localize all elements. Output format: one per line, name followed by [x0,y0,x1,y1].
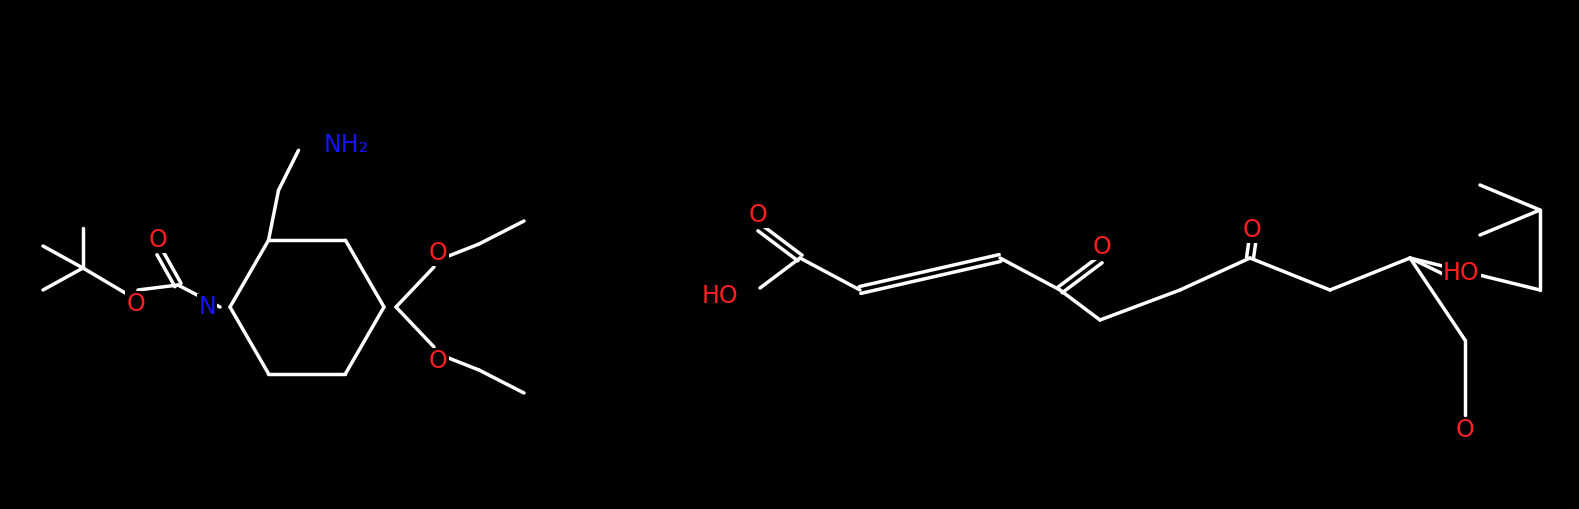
Text: HO: HO [1443,261,1480,285]
Text: O: O [126,292,145,316]
Text: O: O [148,228,167,252]
Text: O: O [1243,218,1262,242]
Text: HO: HO [701,284,737,308]
Text: O: O [428,241,447,265]
Text: NH₂: NH₂ [324,133,368,157]
Text: O: O [1093,235,1112,259]
Text: O: O [748,203,767,227]
Text: N: N [199,295,216,319]
Text: O: O [428,349,447,373]
Text: O: O [1456,418,1475,442]
